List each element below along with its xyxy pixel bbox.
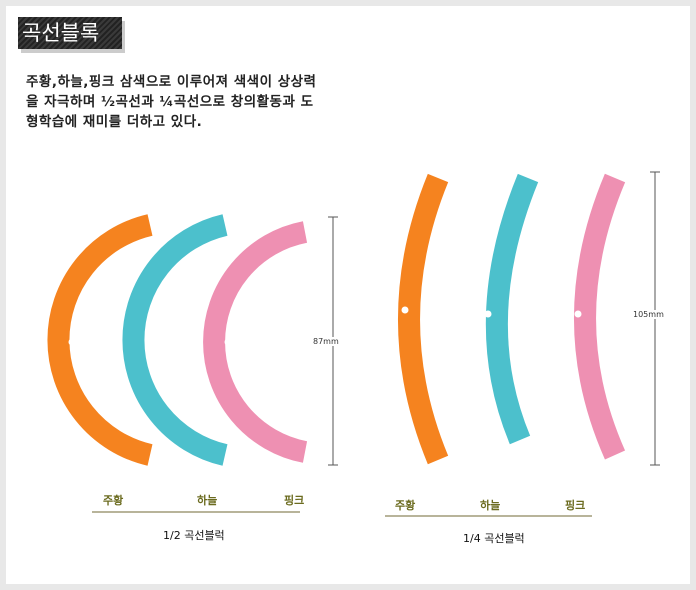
quarter-block-pink (574, 173, 626, 460)
quarter-block-sky (485, 173, 539, 445)
half-label-sky: 하늘 (197, 494, 218, 507)
quarter-caption: 1/4 곡선블럭 (463, 532, 525, 545)
quarter-label-pink: 핑크 (565, 499, 586, 512)
quarter-label-orange: 주황 (395, 499, 416, 512)
half-dimension: 87mm (313, 337, 339, 346)
half-caption: 1/2 곡선블럭 (163, 529, 225, 542)
quarter-dimension: 105mm (633, 310, 664, 319)
quarter-block-orange (398, 173, 449, 465)
half-block-orange (47, 214, 153, 466)
half-divider (92, 511, 300, 513)
half-label-pink: 핑크 (284, 494, 305, 507)
description: 주황,하늘,핑크 삼색으로 이루어져 색색이 상상력을 자극하며 ½곡선과 ¼곡… (26, 74, 317, 130)
quarter-divider (385, 515, 592, 517)
block-holes (68, 306, 582, 346)
section-title: 곡선블록 (18, 17, 122, 49)
quarter-label-sky: 하늘 (480, 499, 501, 512)
half-block-pink (203, 221, 308, 463)
half-block-sky (122, 214, 228, 466)
half-label-orange: 주황 (103, 494, 124, 507)
